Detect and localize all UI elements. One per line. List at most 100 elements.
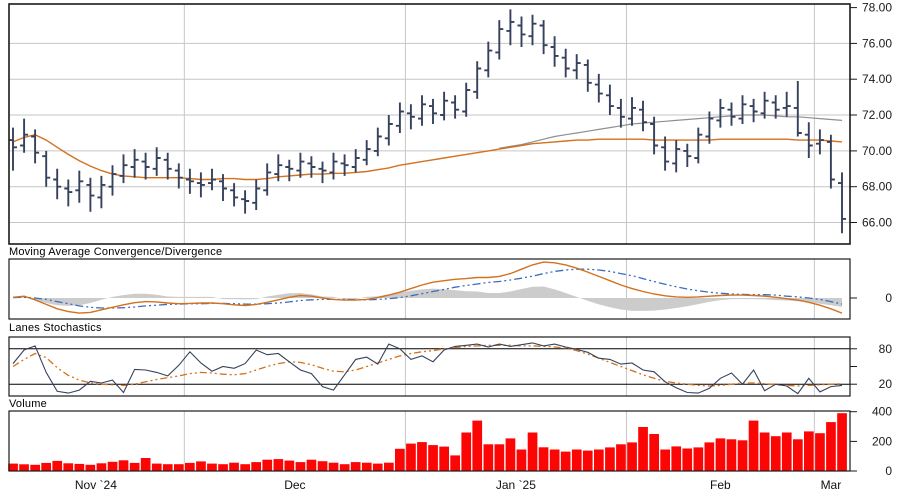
price-axis-label: 72.00 <box>862 108 892 122</box>
ohlc-bar <box>208 168 216 191</box>
volume-bar <box>483 444 494 471</box>
ohlc-bar <box>804 122 813 158</box>
volume-bar <box>627 442 637 471</box>
ohlc-bar <box>9 127 17 171</box>
volume-bar <box>406 443 416 471</box>
ohlc-bar <box>108 165 117 196</box>
stochastic-k-line <box>12 342 843 395</box>
volume-bar <box>494 444 505 471</box>
volume-bar <box>715 438 726 471</box>
ohlc-bar <box>130 149 139 178</box>
ohlc-bar <box>583 59 592 92</box>
ohlc-bar <box>683 143 692 167</box>
ohlc-bar <box>42 150 51 187</box>
ohlc-bar <box>484 41 493 78</box>
volume-bar <box>118 460 129 471</box>
ohlc-bar <box>384 115 393 146</box>
volume-bar <box>726 439 737 471</box>
ohlc-bar <box>605 84 614 115</box>
ohlc-bar <box>705 111 714 144</box>
ohlc-bar <box>771 95 780 119</box>
macd-signal-line <box>12 268 843 309</box>
ohlc-bar <box>616 98 625 128</box>
vol-axis-label: 400 <box>872 405 892 419</box>
price-pane-border <box>8 3 851 245</box>
volume-pane-title: Volume <box>9 398 47 410</box>
stoch-axis-label: 80 <box>879 342 893 356</box>
volume-bar <box>582 450 593 471</box>
volume-bar <box>328 462 339 471</box>
ohlc-bar <box>661 136 670 171</box>
ohlc-bar <box>274 154 283 182</box>
volume-bar <box>251 462 261 471</box>
macd-pane-border <box>8 258 851 320</box>
volume-bar <box>505 438 516 471</box>
ohlc-bar <box>196 172 205 198</box>
ohlc-bar <box>406 104 415 130</box>
volume-bar <box>748 420 759 471</box>
volume-bar <box>571 449 582 471</box>
ohlc-bar <box>506 9 515 46</box>
ohlc-bar <box>495 20 504 60</box>
ohlc-bar <box>296 152 305 178</box>
volume-bar <box>516 449 527 471</box>
vol-axis-label: 200 <box>872 434 892 448</box>
ohlc-bar <box>163 152 172 180</box>
volume-bar <box>594 449 604 471</box>
volume-bar <box>284 460 295 471</box>
ohlc-bar <box>318 161 327 184</box>
month-label: Nov `24 <box>75 478 117 492</box>
price-axis-label: 78.00 <box>862 1 892 15</box>
volume-bar <box>428 445 438 471</box>
ohlc-bar <box>20 118 29 153</box>
ohlc-bar <box>561 48 570 78</box>
ohlc-bar <box>572 54 581 80</box>
volume-bar <box>372 463 383 471</box>
ohlc-bars <box>9 9 846 234</box>
ohlc-bar <box>185 168 194 194</box>
volume-bar <box>605 447 615 471</box>
month-label: Dec <box>284 478 305 492</box>
ohlc-bar <box>782 91 791 117</box>
month-label: Jan `25 <box>496 478 536 492</box>
ohlc-bar <box>429 98 437 124</box>
volume-bar <box>781 432 792 471</box>
volume-bar <box>815 433 825 471</box>
volume-bar <box>174 464 184 471</box>
volume-bar <box>74 463 85 471</box>
volume-bar <box>759 432 770 471</box>
volume-bar <box>151 463 162 471</box>
ohlc-bar <box>440 91 449 121</box>
ohlc-bar <box>340 154 349 176</box>
volume-bar <box>207 463 217 471</box>
volume-bar <box>549 449 560 471</box>
volume-bar <box>538 447 549 471</box>
volume-bar <box>129 462 140 471</box>
volume-bar <box>85 464 96 471</box>
ohlc-bar <box>594 73 603 103</box>
volume-bar <box>472 420 483 471</box>
ohlc-bar <box>263 163 272 196</box>
volume-bar <box>384 462 394 471</box>
ohlc-bar <box>252 179 261 210</box>
ohlc-bar <box>141 152 150 180</box>
macd-histogram-area <box>13 286 842 311</box>
ohlc-bar <box>351 149 360 173</box>
stoch-pane-border <box>8 336 851 397</box>
ohlc-bar <box>241 190 250 214</box>
volume-bar <box>527 432 538 471</box>
stochastic-d-line <box>12 344 843 387</box>
volume-bar <box>439 446 449 471</box>
price-axis-label: 74.00 <box>862 72 892 86</box>
price-axis-label: 68.00 <box>862 180 892 194</box>
volume-bar <box>770 436 781 471</box>
volume-bar <box>638 427 648 471</box>
ohlc-bar <box>738 95 747 124</box>
macd-pane-title: Moving Average Convergence/Divergence <box>9 246 223 258</box>
volume-bar <box>295 462 306 471</box>
volume-bar <box>306 459 317 471</box>
ohlc-bar <box>694 127 703 164</box>
month-label: Mar <box>821 478 842 492</box>
ohlc-bar <box>528 14 537 46</box>
